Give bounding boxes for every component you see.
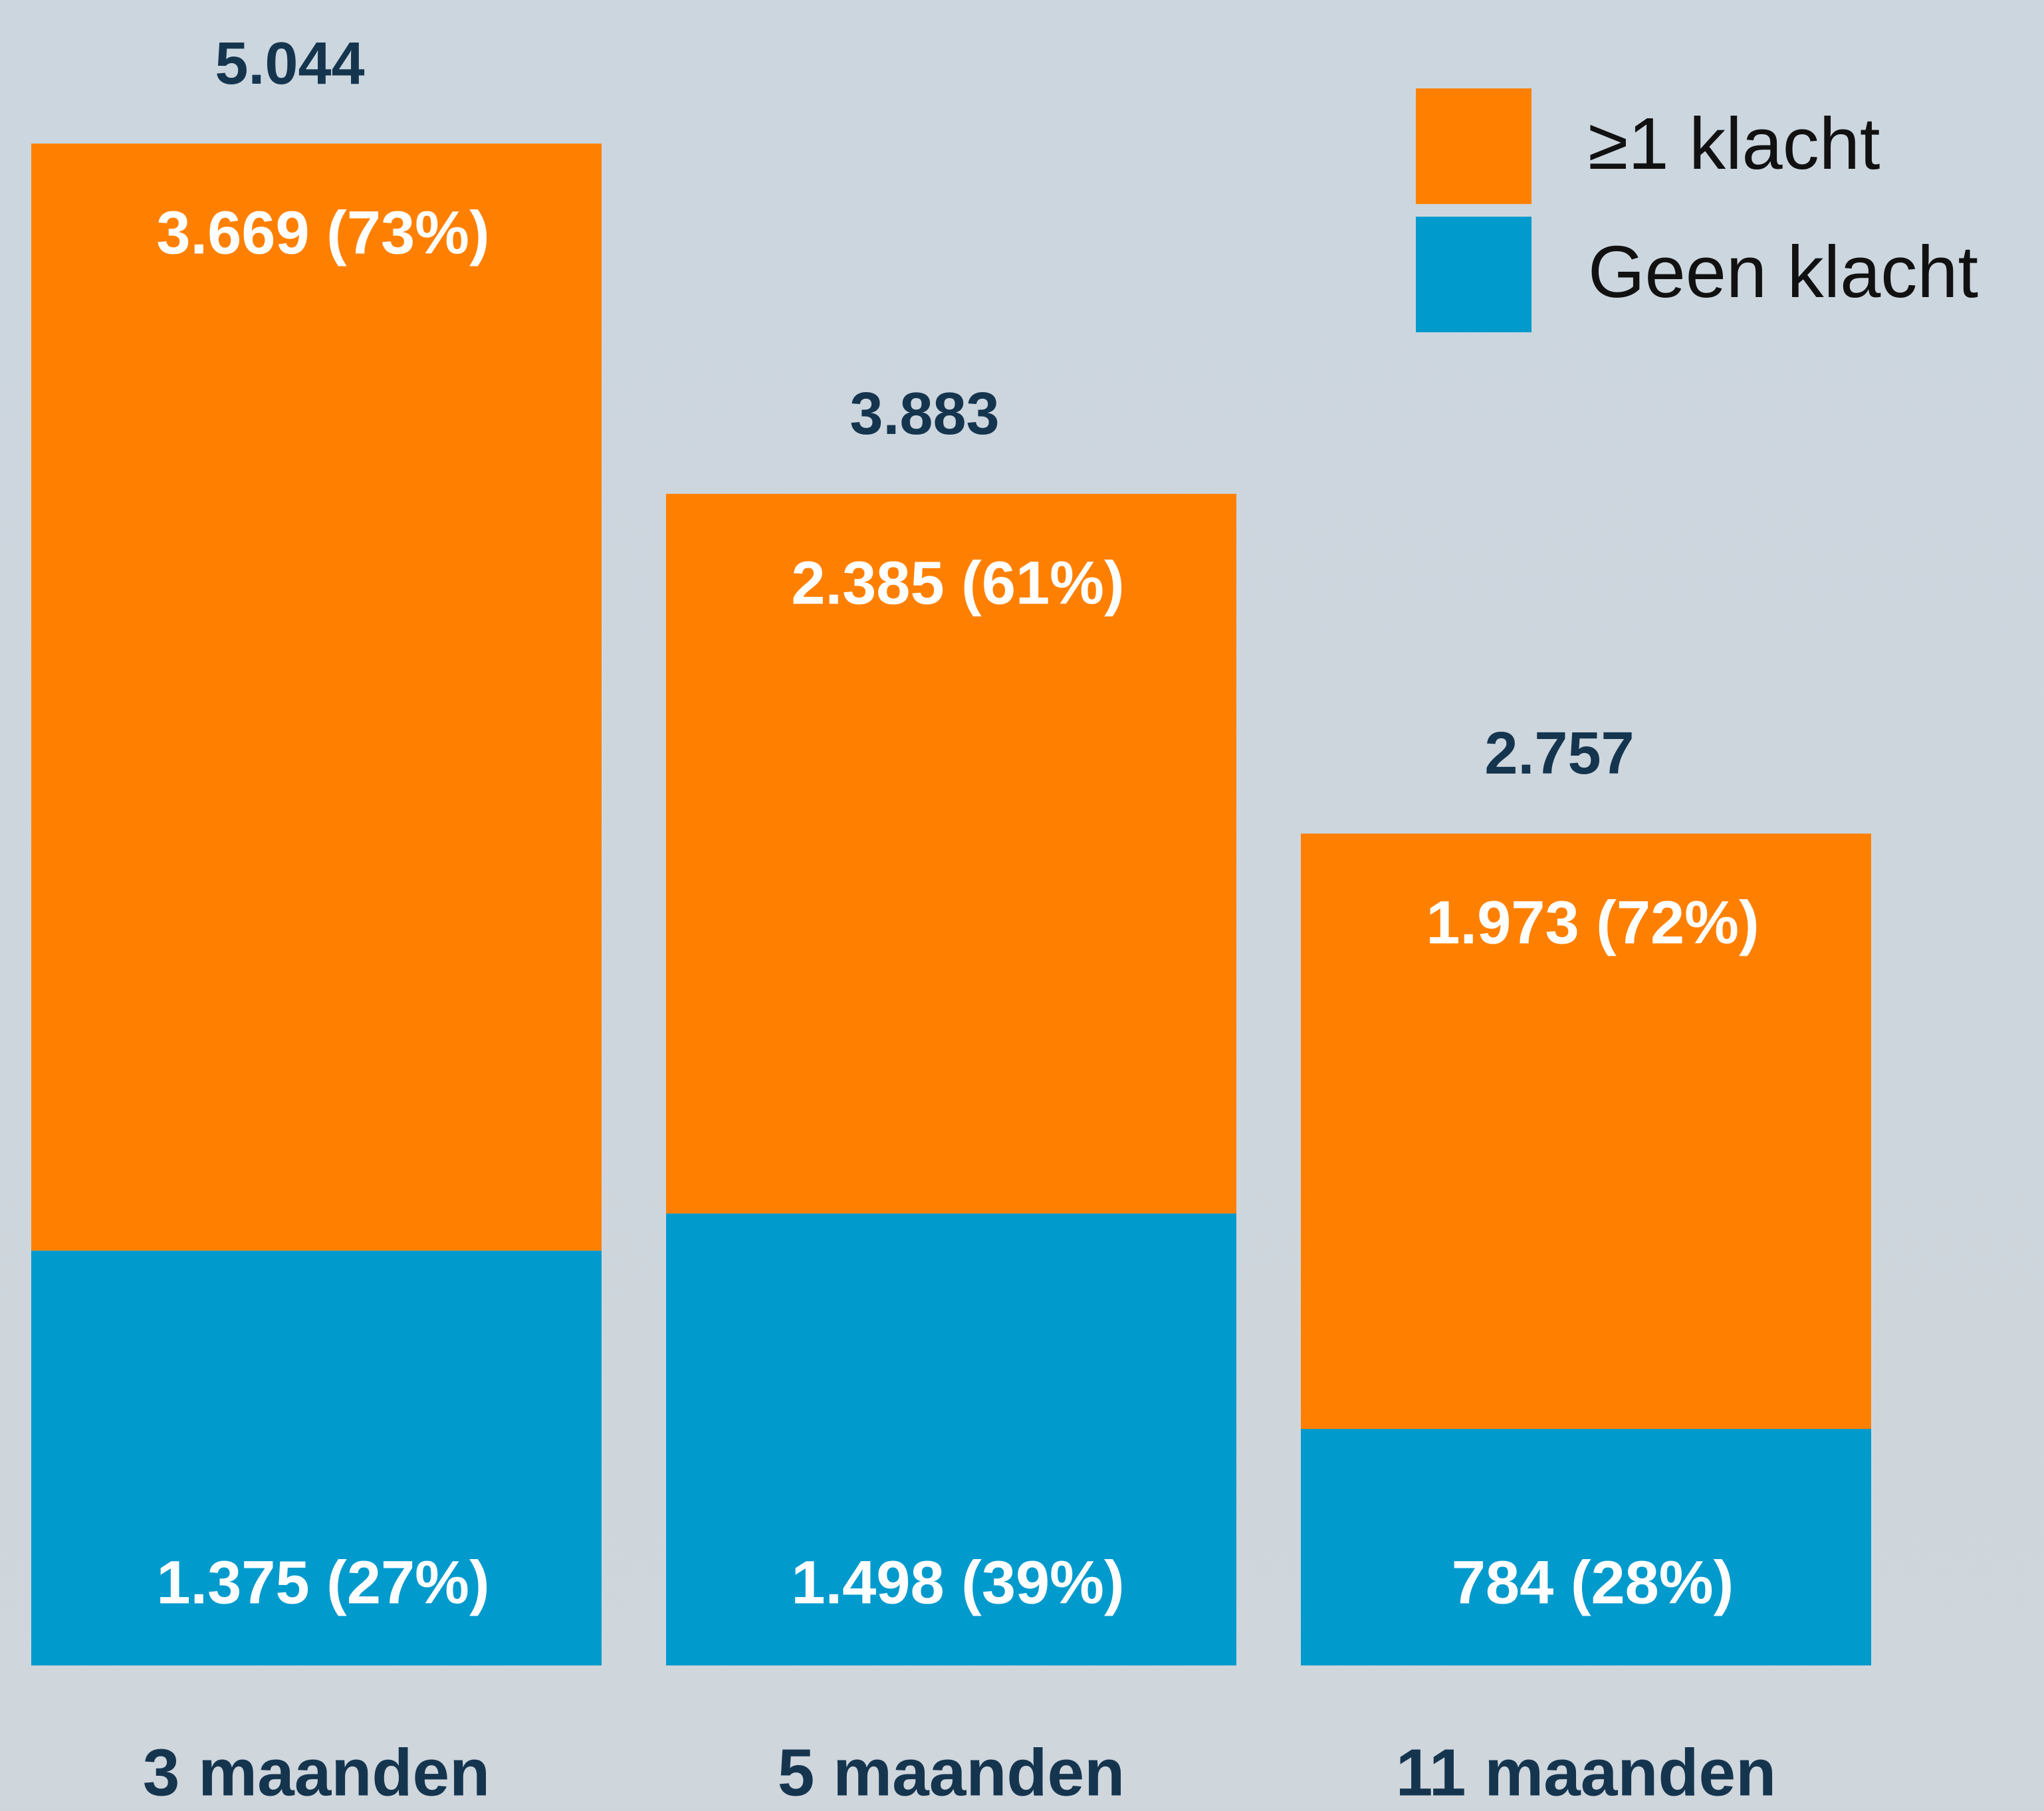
x-tick-label: 3 maanden <box>143 1735 490 1810</box>
total-label: 2.757 <box>1484 720 1634 787</box>
total-label: 3.883 <box>850 381 999 447</box>
value-label: 2.385 (61%) <box>791 549 1124 617</box>
legend-swatch <box>1416 217 1532 332</box>
bar-segment <box>1301 1429 1871 1665</box>
bar-segment <box>31 1250 602 1665</box>
bar-segment <box>666 494 1236 1214</box>
legend-label: ≥1 klacht <box>1588 103 1880 185</box>
bar-segment <box>31 144 602 1251</box>
x-tick-label: 11 maanden <box>1396 1735 1777 1810</box>
bar-segment <box>1301 833 1871 1430</box>
value-label: 784 (28%) <box>1452 1548 1734 1616</box>
bar-segment <box>666 1213 1236 1665</box>
total-label: 5.044 <box>215 31 364 97</box>
value-label: 1.973 (72%) <box>1426 889 1759 957</box>
value-label: 3.669 (73%) <box>156 199 489 266</box>
value-label: 1.375 (27%) <box>156 1548 489 1616</box>
legend-swatch <box>1416 88 1532 204</box>
x-tick-label: 5 maanden <box>778 1735 1125 1810</box>
legend-label: Geen klacht <box>1588 231 1978 313</box>
value-label: 1.498 (39%) <box>791 1548 1124 1616</box>
